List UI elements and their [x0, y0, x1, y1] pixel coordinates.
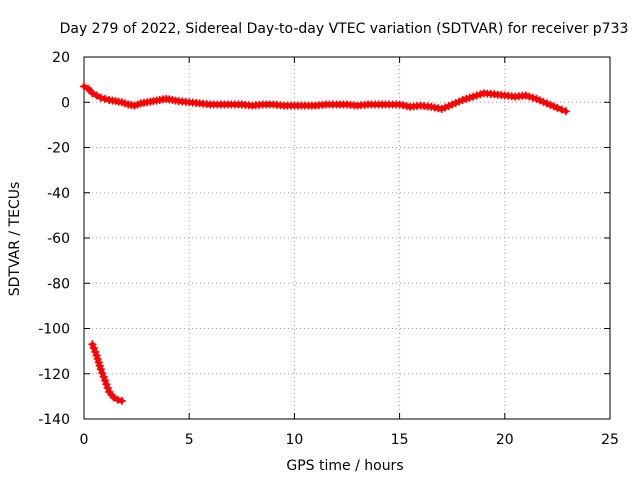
data-point — [448, 100, 457, 109]
data-point — [542, 99, 551, 108]
axes: 0 5 10 15 20 25 20 0 -20 -40 -60 -80 -100 -120 -140 — [38, 50, 619, 448]
x-tick-label: 25 — [601, 432, 619, 448]
plot-frame — [83, 56, 611, 420]
data-point — [532, 94, 541, 103]
data-points — [80, 82, 570, 405]
data-point — [444, 102, 453, 110]
y-tick-label: -60 — [47, 231, 70, 247]
data-point — [92, 91, 101, 100]
y-axis-label: SDTVAR / TECUs — [7, 182, 23, 297]
data-point — [88, 340, 97, 349]
data-point — [455, 97, 464, 106]
data-point — [557, 105, 566, 114]
x-tick-label: 0 — [80, 432, 89, 448]
data-point — [80, 82, 88, 91]
data-point — [539, 97, 548, 106]
chart-title: Day 279 of 2022, Sidereal Day-to-day VTE… — [60, 21, 629, 37]
data-point — [98, 369, 107, 377]
data-point — [441, 103, 450, 112]
data-point — [553, 103, 562, 112]
x-tick-label: 15 — [391, 432, 409, 448]
data-point — [102, 380, 111, 389]
grid — [84, 57, 610, 419]
data-point — [109, 393, 118, 402]
y-tick-label: -100 — [38, 322, 70, 338]
data-point — [451, 99, 460, 107]
data-point — [476, 90, 485, 99]
y-tick-label: 0 — [61, 95, 70, 111]
data-point — [99, 372, 108, 381]
data-point — [465, 93, 474, 102]
data-point — [525, 92, 534, 101]
y-tick-label: -20 — [47, 141, 70, 157]
y-tick-label: -120 — [38, 367, 70, 383]
y-tick-label: 20 — [52, 50, 70, 66]
series-main — [80, 82, 570, 116]
data-point — [528, 93, 537, 102]
data-point — [113, 395, 122, 404]
data-point — [96, 365, 105, 374]
data-point — [96, 93, 105, 102]
data-point — [88, 89, 97, 98]
data-point — [101, 94, 109, 103]
data-point — [458, 96, 467, 104]
y-tick-label: -140 — [38, 412, 70, 428]
data-point — [89, 344, 98, 353]
y-tick-label: -40 — [47, 186, 70, 202]
y-tick-label: -80 — [47, 276, 70, 292]
x-tick-label: 5 — [185, 432, 194, 448]
data-point — [549, 102, 558, 111]
x-tick-label: 20 — [496, 432, 514, 448]
x-tick-label: 10 — [285, 432, 303, 448]
data-point — [521, 91, 530, 100]
data-point — [546, 100, 555, 109]
data-point — [117, 396, 126, 405]
series-early — [88, 340, 126, 405]
data-point — [462, 94, 471, 103]
data-point — [469, 92, 478, 101]
x-axis-label: GPS time / hours — [286, 458, 403, 474]
data-point — [472, 91, 481, 100]
data-point — [91, 347, 100, 356]
data-point — [437, 105, 446, 113]
data-point — [101, 376, 109, 385]
data-point — [535, 96, 544, 105]
data-point — [561, 107, 570, 116]
data-point — [103, 384, 112, 393]
